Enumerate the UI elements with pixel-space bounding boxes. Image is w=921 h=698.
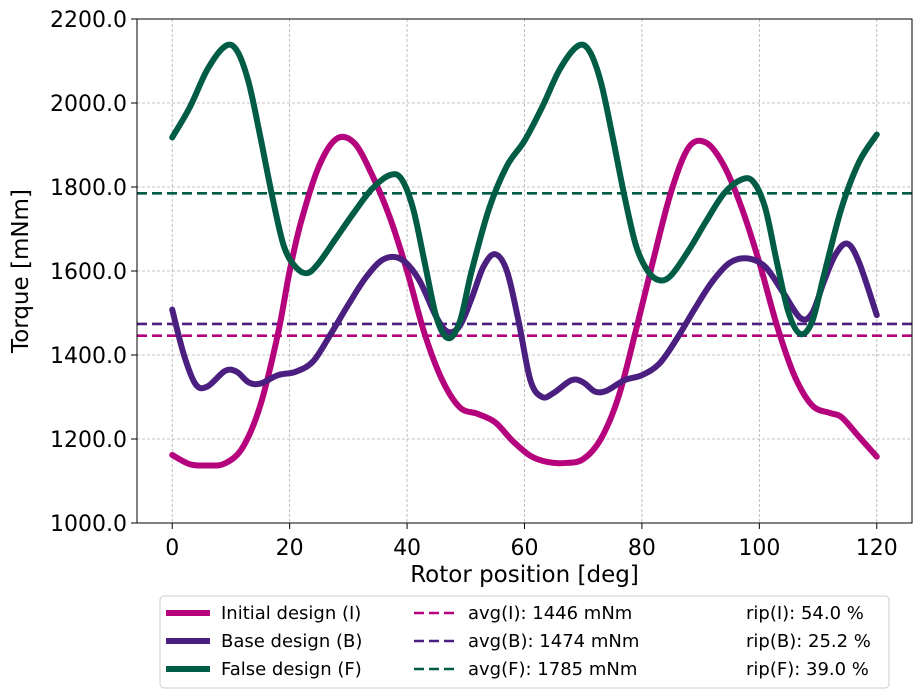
legend-label-base: Base design (B) [221, 631, 362, 652]
legend-box [159, 595, 890, 689]
legend-ripple-label: rip(I): 54.0 % [746, 603, 864, 624]
y-tick-label: 2000.0 [50, 92, 127, 117]
x-tick-label: 60 [511, 536, 539, 561]
x-tick-label: 100 [738, 536, 780, 561]
legend-label-avg-false: avg(F): 1785 mNm [468, 659, 637, 680]
legend-label-false: False design (F) [221, 659, 362, 680]
x-tick-label: 80 [628, 536, 656, 561]
legend-ripple-label: rip(B): 25.2 % [746, 631, 871, 652]
x-tick-label: 120 [856, 536, 898, 561]
legend-label-initial: Initial design (I) [221, 603, 361, 624]
legend-label-avg-initial: avg(I): 1446 mNm [468, 603, 632, 624]
legend-ripple-label: rip(F): 39.0 % [746, 659, 869, 680]
y-axis-ticks: 1000.0 1200.0 1400.0 1600.0 1800.0 2000.0 2200… [50, 8, 137, 537]
y-tick-label: 1200.0 [50, 428, 127, 453]
y-tick-label: 1400.0 [50, 344, 127, 369]
series-line-base [169, 240, 880, 401]
y-tick-label: 1000.0 [50, 512, 127, 537]
y-tick-label: 1600.0 [50, 260, 127, 285]
y-axis-label: Torque [mNm] [8, 189, 34, 354]
x-tick-label: 0 [165, 536, 179, 561]
legend: Initial design (I) Base design (B) False d… [159, 595, 890, 689]
x-tick-label: 20 [276, 536, 304, 561]
series-line-false [169, 41, 880, 342]
y-tick-label: 2200.0 [50, 8, 127, 33]
y-tick-label: 1800.0 [50, 176, 127, 201]
legend-label-avg-base: avg(B): 1474 mNm [468, 631, 639, 652]
x-axis-ticks: 0 20 40 60 80 100 120 [165, 523, 898, 561]
series-lines [169, 41, 880, 469]
x-axis-label: Rotor position [deg] [410, 562, 639, 588]
x-tick-label: 40 [393, 536, 421, 561]
